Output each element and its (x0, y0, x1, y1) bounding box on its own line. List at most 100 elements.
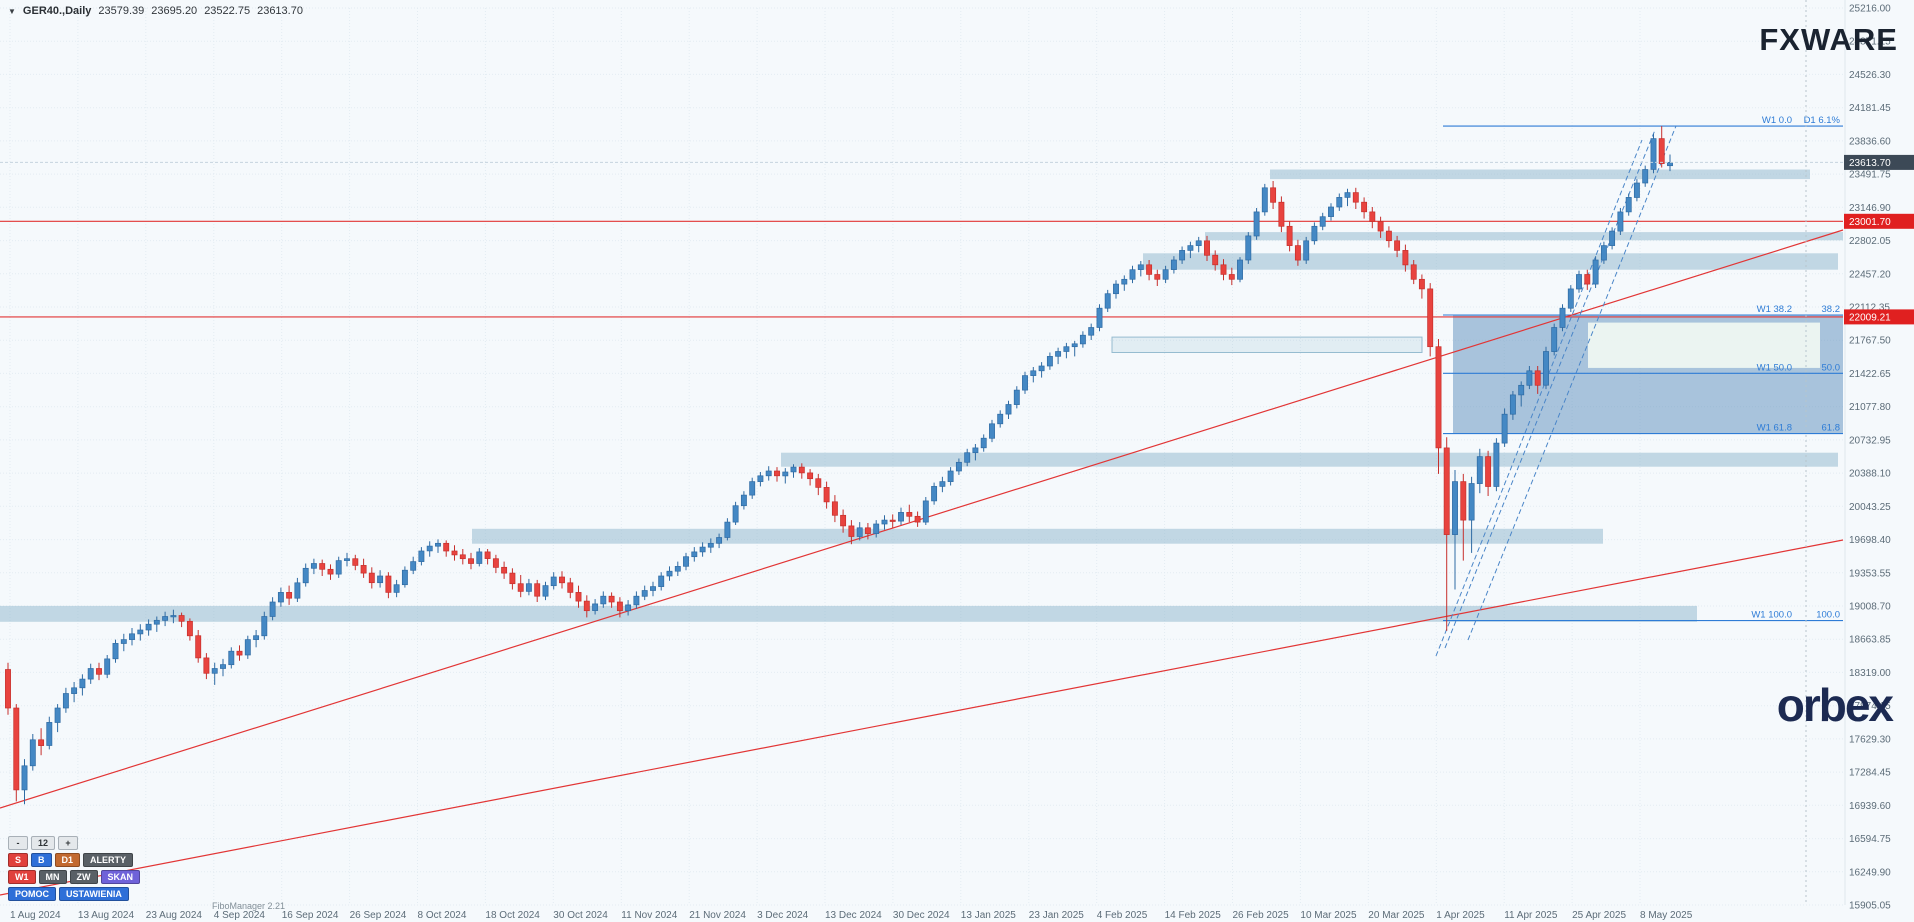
candle (54, 704, 61, 733)
date-tick: 8 May 2025 (1640, 910, 1693, 921)
candle (616, 597, 623, 618)
price-tick: 15905.05 (1849, 901, 1891, 912)
button-d1[interactable]: D1 (54, 853, 81, 867)
candle (1071, 340, 1078, 357)
collapse-icon[interactable]: ▼ (8, 6, 16, 16)
candle (707, 538, 714, 553)
candle (1443, 437, 1450, 631)
date-tick: 1 Aug 2024 (10, 910, 61, 921)
button-mn[interactable]: MN (38, 870, 67, 884)
candle (1476, 448, 1483, 494)
candle (815, 473, 822, 496)
candle (137, 624, 144, 641)
price-axis[interactable]: 25216.00 24871.15 24526.30 24181.45 23836.60… (1844, 0, 1914, 912)
supply-demand-zones[interactable] (0, 169, 1843, 622)
candle (1625, 193, 1632, 216)
date-tick: 10 Mar 2025 (1300, 910, 1357, 921)
price-tick: 22112.35 (1849, 303, 1890, 314)
zone[interactable] (0, 605, 1697, 622)
zone[interactable] (1588, 322, 1820, 368)
candle (972, 444, 979, 461)
horizontal-price-lines[interactable] (0, 220, 1843, 318)
button-s[interactable]: S (8, 853, 29, 867)
fib-value: D1 6.1% (1804, 115, 1841, 126)
date-tick: 13 Aug 2024 (78, 910, 135, 921)
trend-lines[interactable] (0, 229, 1844, 896)
candle (410, 556, 417, 575)
candle (286, 585, 293, 605)
candle (881, 515, 888, 530)
button-alerty[interactable]: ALERTY (83, 853, 134, 867)
button-ustawienia[interactable]: USTAWIENIA (59, 887, 129, 901)
candle (1493, 438, 1500, 492)
date-tick: 14 Feb 2025 (1165, 910, 1222, 921)
button-w1[interactable]: W1 (8, 870, 36, 884)
candle (1187, 241, 1194, 259)
fib-value: 50.0 (1822, 362, 1841, 373)
candle (294, 577, 301, 602)
candle (889, 514, 896, 528)
candle (1336, 193, 1343, 211)
zone[interactable] (472, 528, 1603, 544)
zone[interactable] (1270, 169, 1810, 180)
candle (96, 662, 102, 681)
candle (211, 662, 218, 685)
candle (625, 600, 632, 616)
zone[interactable] (1111, 336, 1423, 354)
candle (1501, 408, 1508, 447)
price-tick: 16939.60 (1849, 801, 1891, 812)
date-tick: 26 Feb 2025 (1233, 910, 1290, 921)
price-tick: 20043.25 (1849, 502, 1891, 513)
candle (1485, 450, 1492, 496)
candle (898, 507, 904, 525)
candle (1146, 260, 1153, 281)
price-tick: 18663.85 (1849, 635, 1891, 646)
candle (451, 545, 458, 561)
candle (1055, 347, 1062, 365)
button-zoom-out[interactable]: - (8, 836, 28, 850)
candle (277, 587, 284, 607)
candle (162, 611, 169, 627)
candle (145, 619, 152, 636)
fib-label: W1 38.2 (1757, 304, 1792, 315)
date-tick: 18 Oct 2024 (485, 910, 540, 921)
candle (443, 540, 450, 557)
date-tick: 20 Mar 2025 (1368, 910, 1425, 921)
candle (1452, 470, 1458, 590)
candle (633, 591, 640, 609)
candle (29, 734, 36, 771)
date-tick: 4 Feb 2025 (1097, 910, 1148, 921)
candle (906, 504, 913, 523)
candle (798, 463, 805, 479)
candle (228, 647, 235, 669)
date-axis[interactable]: 1 Aug 2024 13 Aug 2024 23 Aug 2024 4 Sep 20… (10, 910, 1693, 921)
button-zoom-in[interactable]: + (58, 836, 79, 850)
button-skan[interactable]: SKAN (100, 870, 141, 884)
zone[interactable] (1143, 253, 1838, 270)
button-pomoc[interactable]: POMOC (8, 887, 57, 901)
candle (1328, 203, 1334, 221)
candle (840, 509, 847, 533)
fibonacci-levels[interactable]: W1 0.0 D1 6.1% W1 38.2 38.2 W1 50.0 50.0 W1 61… (1443, 115, 1843, 622)
candle (1270, 181, 1277, 209)
candle (1104, 289, 1111, 312)
zone[interactable] (1205, 232, 1843, 241)
candle (1352, 187, 1359, 209)
candle (1113, 280, 1119, 299)
candle (724, 518, 731, 541)
button-period-12[interactable]: 12 (31, 836, 56, 850)
candle (534, 579, 541, 602)
candle (1526, 366, 1533, 390)
button-zw[interactable]: ZW (69, 870, 98, 884)
candle (567, 577, 574, 599)
button-b[interactable]: B (31, 853, 52, 867)
candle (1005, 400, 1012, 419)
candle (1642, 165, 1649, 187)
candle (1030, 367, 1037, 383)
candle (401, 566, 408, 588)
date-tick: 3 Dec 2024 (757, 910, 809, 921)
price-tick: 21767.50 (1849, 336, 1891, 347)
zone[interactable] (781, 452, 1838, 467)
candle (1559, 304, 1566, 332)
